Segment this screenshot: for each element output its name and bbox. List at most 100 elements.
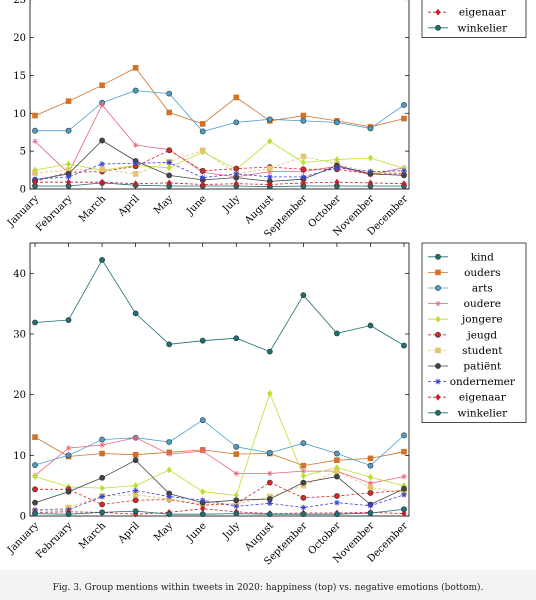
- data-point-student: [300, 153, 307, 160]
- data-point-pati-nt: [300, 479, 307, 486]
- data-point-ondernemer: [132, 487, 139, 494]
- data-point-pati-nt: [401, 485, 407, 492]
- data-point-winkelier: [300, 511, 307, 518]
- data-point-arts: [367, 125, 374, 132]
- series-jongere: [32, 390, 407, 499]
- data-point-jeugd: [334, 493, 340, 499]
- data-point-jeugd: [132, 497, 139, 504]
- series-line-ouders: [34, 436, 405, 467]
- data-point-ouders: [99, 82, 105, 89]
- data-point-kind: [166, 341, 173, 348]
- data-point-eigenaar: [133, 510, 139, 518]
- data-point-jongere: [166, 164, 172, 172]
- data-point-arts: [334, 119, 340, 126]
- legend-label-winkelier: winkelier: [457, 407, 508, 419]
- legend-marker-oudere: [435, 300, 441, 307]
- data-point-eigenaar: [133, 180, 139, 188]
- data-point-ondernemer: [199, 497, 206, 504]
- data-point-arts: [65, 127, 72, 134]
- legend-label-pati-nt: patiënt: [463, 361, 502, 373]
- data-point-kind: [199, 337, 206, 344]
- legend-marker-kind: [435, 253, 441, 260]
- data-point-ouders: [65, 98, 72, 104]
- data-point-arts: [367, 462, 374, 469]
- series-line-eigenaar: [35, 181, 405, 185]
- legend-label-ouders: ouders: [464, 267, 500, 279]
- series-line-oudere: [34, 104, 405, 178]
- data-point-ondernemer: [233, 171, 240, 177]
- y-tick-label: 30: [13, 330, 26, 341]
- data-point-jongere: [334, 156, 340, 163]
- data-point-eigenaar: [300, 179, 306, 187]
- data-point-oudere: [99, 442, 105, 448]
- series-line-ouders: [34, 67, 405, 128]
- plot-frame: [29, 242, 410, 517]
- data-point-winkelier: [65, 511, 72, 518]
- data-point-oudere: [32, 138, 38, 145]
- legend-marker-ondernemer: [435, 378, 441, 385]
- data-point-winkelier: [32, 510, 38, 517]
- data-point-ouders: [132, 65, 139, 71]
- data-point-ondernemer: [233, 503, 240, 510]
- data-point-ondernemer: [401, 168, 407, 174]
- data-point-ouders: [233, 451, 240, 457]
- x-tick-label-august: August: [242, 193, 276, 227]
- series-line-student: [34, 470, 405, 512]
- data-point-eigenaar: [166, 179, 172, 187]
- data-point-ondernemer: [132, 160, 139, 167]
- data-point-eigenaar: [367, 179, 374, 187]
- series-student: [32, 468, 407, 514]
- data-point-arts: [266, 450, 273, 456]
- data-point-jeugd: [32, 486, 38, 493]
- data-point-winkelier: [334, 511, 340, 518]
- series-kind: [32, 257, 407, 355]
- data-point-arts: [166, 90, 173, 97]
- legend-marker-ouders: [435, 269, 441, 276]
- legend-marker-eigenaar: [435, 8, 441, 16]
- caption-band: [0, 570, 536, 600]
- data-point-ouders: [300, 112, 307, 119]
- data-point-ouders: [334, 457, 340, 463]
- data-point-pati-nt: [233, 497, 240, 504]
- data-point-arts: [166, 439, 173, 445]
- series-ouders: [32, 65, 407, 130]
- data-point-arts: [266, 116, 273, 123]
- series-jongere: [32, 137, 407, 174]
- legend-label-jongere: jongere: [460, 314, 503, 326]
- data-point-jongere: [267, 390, 273, 397]
- data-point-pati-nt: [334, 473, 340, 480]
- data-point-student: [199, 147, 206, 154]
- series-line-oudere: [34, 437, 405, 484]
- data-point-pati-nt: [99, 474, 105, 481]
- data-point-ondernemer: [65, 174, 72, 180]
- data-point-kind: [65, 317, 72, 323]
- y-tick-label: 40: [13, 269, 26, 280]
- legend: kind ouders arts oudere jongere jeugd student p…: [421, 242, 527, 423]
- series-line-kind: [35, 182, 404, 188]
- x-tick-label-august: August: [242, 520, 276, 554]
- y-tick-label: 10: [13, 451, 26, 462]
- data-point-oudere: [233, 470, 240, 477]
- data-point-oudere: [267, 168, 273, 175]
- data-point-ouders: [199, 121, 206, 127]
- data-point-arts: [334, 450, 340, 457]
- series-line-jeugd: [34, 149, 404, 182]
- legend-marker-eigenaar: [435, 393, 441, 401]
- data-point-jongere: [367, 473, 374, 481]
- data-point-oudere: [199, 448, 206, 454]
- data-point-ondernemer: [99, 161, 105, 167]
- series-eigenaar: [32, 178, 407, 188]
- data-point-oudere: [99, 102, 105, 108]
- data-point-winkelier: [99, 509, 105, 516]
- data-point-kind: [401, 342, 407, 349]
- legend-label-eigenaar: eigenaar: [459, 7, 507, 19]
- data-point-arts: [300, 117, 307, 124]
- data-point-arts: [401, 432, 407, 439]
- legend-marker-pati-nt: [435, 363, 441, 369]
- series-ondernemer: [32, 487, 407, 513]
- legend-marker-winkelier: [435, 24, 441, 31]
- data-point-arts: [199, 417, 206, 424]
- data-point-arts: [233, 119, 240, 126]
